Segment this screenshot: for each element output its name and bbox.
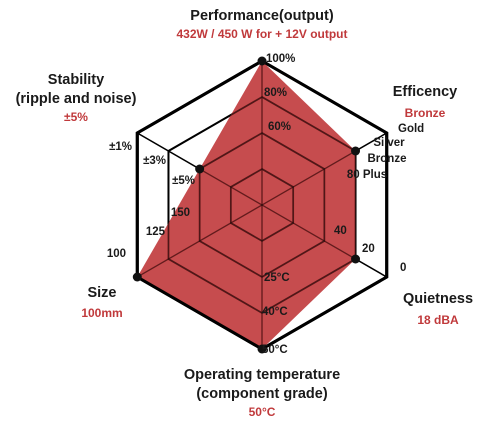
tick-label-temperature-1: 25°C [264, 272, 290, 284]
spoke-overlay-efficiency [261, 132, 388, 206]
tick-label-quietness-1: 40 [334, 225, 347, 237]
axis-title-stability-line-1: Stability [48, 72, 104, 88]
axis-title-temperature-line-2: (component grade) [196, 386, 327, 402]
axis-title-size: Size [87, 285, 116, 301]
data-point-size [132, 272, 142, 282]
axis-title-stability-line-2: (ripple and noise) [16, 91, 137, 107]
data-point-quietness [351, 254, 361, 264]
tick-label-efficiency-1: 80 Plus [347, 169, 387, 181]
axis-titles: Performance(output) 432W / 450 W for + 12… [16, 8, 473, 419]
data-point-efficiency [351, 146, 361, 156]
axis-title-temperature-line-1: Operating temperature [184, 367, 340, 383]
tick-label-size-3: 100 [107, 248, 126, 260]
tick-label-efficiency-4: Gold [398, 123, 424, 135]
tick-label-efficiency-2: Bronze [368, 153, 407, 165]
tick-label-size-1: 150 [171, 207, 190, 219]
spoke-overlay-quietness [261, 204, 388, 278]
spoke-overlay-size [136, 204, 263, 278]
tick-labels: 60% 80% 100% 80 Plus Bronze Silver Gold 40 20 0 25… [107, 53, 424, 356]
tick-label-stability-3: ±1% [109, 141, 132, 153]
tick-label-temperature-2: 40°C [262, 306, 288, 318]
axis-value-temperature: 50°C [249, 405, 276, 419]
data-point-performance [257, 56, 267, 66]
tick-label-quietness-2: 20 [362, 243, 375, 255]
axis-title-performance: Performance(output) [190, 8, 334, 24]
axis-title-quietness: Quietness [403, 291, 473, 307]
data-polygon [137, 61, 356, 349]
axis-value-performance: 432W / 450 W for + 12V output [176, 27, 347, 41]
tick-label-efficiency-3: Silver [373, 137, 405, 149]
tick-label-performance-1: 60% [268, 121, 291, 133]
tick-label-temperature-3: 50°C [262, 344, 288, 356]
tick-label-stability-2: ±3% [143, 155, 166, 167]
tick-label-quietness-3: 0 [400, 262, 406, 274]
tick-label-size-2: 125 [146, 226, 166, 238]
data-point-stability [195, 164, 205, 174]
data-point-temperature [257, 344, 267, 354]
axis-value-stability: ±5% [64, 110, 88, 124]
tick-label-stability-1: ±5% [172, 175, 195, 187]
axis-value-size: 100mm [81, 306, 122, 320]
axis-title-efficiency: Efficency [393, 84, 457, 100]
axis-value-quietness: 18 dBA [417, 313, 459, 327]
data-area [132, 56, 389, 354]
axis-value-efficiency: Bronze [405, 106, 446, 120]
grid-ring-overlay-1 [230, 168, 294, 242]
tick-label-performance-2: 80% [264, 87, 287, 99]
tick-label-performance-3: 100% [266, 53, 295, 65]
